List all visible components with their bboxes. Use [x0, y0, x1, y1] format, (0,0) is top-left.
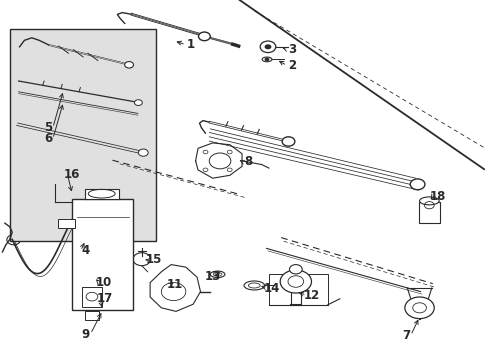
Circle shape	[138, 149, 148, 156]
Circle shape	[134, 100, 142, 105]
Circle shape	[289, 265, 302, 274]
Ellipse shape	[419, 197, 438, 205]
Bar	[82, 287, 102, 307]
Bar	[84, 189, 119, 199]
Text: 10: 10	[96, 276, 112, 289]
Text: 15: 15	[145, 253, 162, 266]
Bar	[10, 29, 156, 241]
Polygon shape	[150, 265, 200, 311]
Ellipse shape	[244, 281, 264, 290]
Text: 6: 6	[44, 132, 52, 145]
Text: 7: 7	[401, 329, 409, 342]
Circle shape	[280, 270, 311, 293]
Bar	[418, 202, 439, 223]
Text: 1: 1	[186, 38, 194, 51]
Text: 5: 5	[44, 121, 52, 134]
Text: 11: 11	[166, 278, 183, 291]
Text: 8: 8	[244, 156, 251, 168]
Ellipse shape	[210, 271, 224, 278]
Bar	[58, 219, 75, 228]
Circle shape	[198, 32, 210, 41]
Circle shape	[264, 58, 269, 61]
Bar	[72, 199, 133, 310]
Text: 18: 18	[428, 190, 445, 203]
Text: 17: 17	[97, 292, 113, 305]
Bar	[84, 311, 99, 320]
Bar	[268, 274, 327, 305]
Circle shape	[409, 179, 424, 190]
Text: 3: 3	[287, 43, 295, 56]
Text: 4: 4	[81, 244, 89, 257]
Text: 12: 12	[303, 289, 319, 302]
Text: 14: 14	[264, 282, 280, 294]
Circle shape	[282, 137, 294, 146]
Circle shape	[404, 297, 433, 319]
Text: 9: 9	[81, 328, 89, 341]
Text: 2: 2	[287, 59, 295, 72]
Text: 16: 16	[64, 168, 81, 181]
Circle shape	[124, 62, 133, 68]
Circle shape	[264, 44, 271, 49]
Text: 13: 13	[204, 270, 221, 283]
